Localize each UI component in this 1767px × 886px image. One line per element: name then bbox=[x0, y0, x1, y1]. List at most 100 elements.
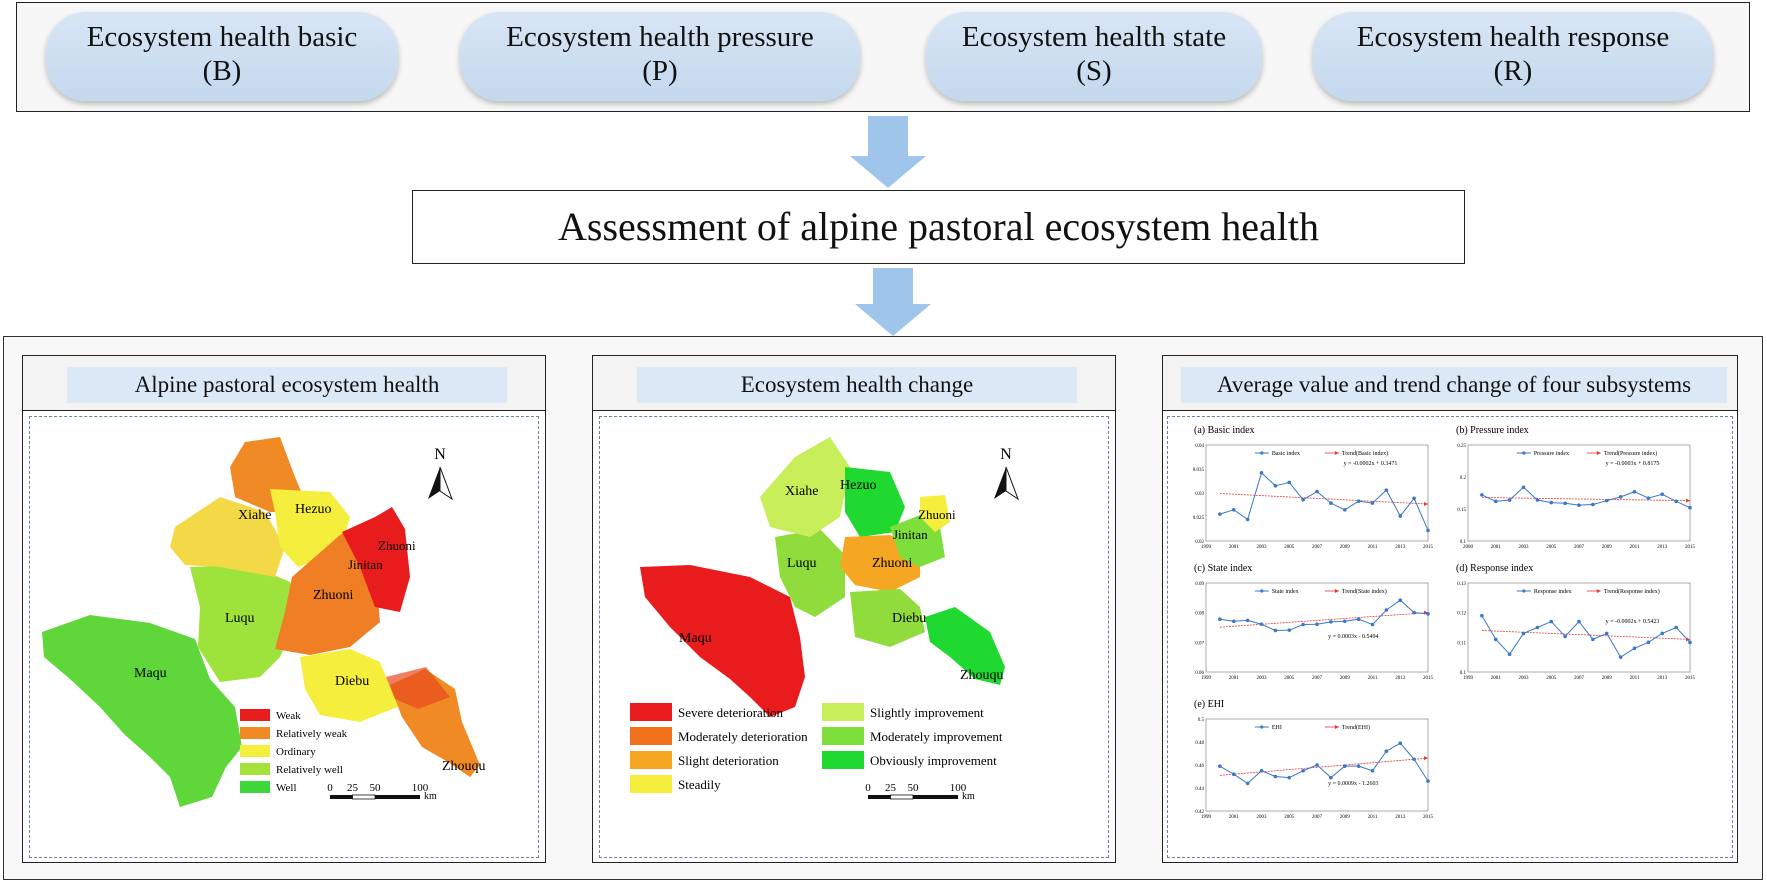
legend-marker bbox=[1334, 451, 1339, 455]
y-tick-label: 0.46 bbox=[1195, 764, 1204, 769]
data-point bbox=[1591, 637, 1595, 642]
data-point bbox=[1604, 498, 1609, 503]
scale-tick-label: 50 bbox=[908, 782, 920, 794]
plot-area bbox=[1205, 444, 1429, 542]
data-point bbox=[1412, 496, 1416, 501]
scale-tick-label: 0 bbox=[327, 782, 333, 794]
legend-swatch bbox=[240, 727, 270, 739]
y-tick-label: 0.12 bbox=[1457, 612, 1466, 617]
trend-arrow-icon bbox=[1686, 498, 1690, 503]
legend-label: Steadily bbox=[678, 777, 721, 792]
trend-chart: (d) Response index 0.1 0.11 0.12 0.13 1999 200… bbox=[1456, 563, 1696, 681]
legend-label: Slightly improvement bbox=[870, 705, 984, 720]
legend-label: Moderately deterioration bbox=[678, 729, 808, 744]
data-point bbox=[1273, 774, 1278, 779]
region-label-maqu: Maqu bbox=[134, 666, 167, 681]
y-tick-label: 0.44 bbox=[1195, 787, 1204, 792]
subsystem-state-code: (S) bbox=[1076, 55, 1112, 87]
x-tick-label: 2005 bbox=[1546, 676, 1557, 681]
change-map-title: Ecosystem health change bbox=[637, 367, 1077, 403]
x-tick-label: 2007 bbox=[1574, 676, 1585, 681]
data-point bbox=[1384, 488, 1389, 492]
trend-arrow-icon bbox=[1424, 502, 1428, 507]
data-point bbox=[1535, 625, 1540, 630]
x-tick-label: 2009 bbox=[1602, 545, 1613, 550]
health-map-body: Xiahe Hezuo Zhuoni Jinitan Zhuoni Luqu M… bbox=[29, 416, 539, 858]
legend-label: Trend(EHI) bbox=[1342, 724, 1370, 731]
data-point bbox=[1370, 768, 1375, 773]
data-point bbox=[1231, 772, 1236, 776]
data-point bbox=[1245, 781, 1250, 786]
y-tick-label: 0.06 bbox=[1195, 671, 1204, 676]
data-point bbox=[1315, 763, 1319, 767]
data-point bbox=[1577, 503, 1581, 507]
data-point bbox=[1398, 514, 1403, 518]
legend-label: Response index bbox=[1534, 589, 1572, 595]
legend-label: Trend(Basic index) bbox=[1342, 450, 1388, 457]
region-jinitan-area bbox=[342, 507, 410, 612]
data-point bbox=[1384, 749, 1389, 753]
data-point bbox=[1398, 741, 1403, 745]
region-zhouqu-area bbox=[925, 607, 1005, 685]
region-label-hezuo: Hezuo bbox=[840, 478, 877, 493]
x-tick-label: 2009 bbox=[1340, 676, 1351, 681]
region-label-zhuoni: Zhuoni bbox=[313, 588, 354, 603]
trend-equation: y = -0.0003x + 0.8175 bbox=[1606, 461, 1660, 467]
health-map-title: Alpine pastoral ecosystem health bbox=[67, 367, 507, 403]
x-tick-label: 2003 bbox=[1257, 815, 1268, 820]
region-label-luqu: Luqu bbox=[225, 611, 255, 626]
y-tick-label: 0.5 bbox=[1198, 718, 1205, 723]
change-legend: Severe deterioration Moderately deteriora… bbox=[630, 703, 1003, 793]
x-tick-label: 2011 bbox=[1630, 676, 1640, 681]
panel-header: Average value and trend change of four s… bbox=[1163, 356, 1737, 411]
x-tick-label: 2005 bbox=[1284, 815, 1295, 820]
region-maqu-area bbox=[42, 615, 242, 807]
chart-title: (d) Response index bbox=[1456, 563, 1533, 574]
region-luqu-area bbox=[190, 565, 298, 682]
x-tick-label: 2013 bbox=[1657, 545, 1668, 550]
change-map: Xiahe Hezuo Zhuoni Jinitan Zhuoni Luqu M… bbox=[630, 437, 1020, 802]
data-point bbox=[1259, 471, 1264, 475]
assessment-title: Assessment of alpine pastoral ecosystem … bbox=[412, 190, 1465, 264]
legend-label: Severe deterioration bbox=[678, 705, 784, 720]
region-zhouqu-band-area bbox=[386, 667, 450, 709]
data-point bbox=[1342, 508, 1347, 512]
plot-area bbox=[1467, 582, 1691, 673]
legend-label: State index bbox=[1272, 589, 1299, 595]
legend-swatch bbox=[240, 763, 270, 775]
data-point bbox=[1370, 622, 1375, 627]
region-diebu-area bbox=[300, 649, 402, 722]
trend-chart: (a) Basic index 0.02 0.025 0.03 0.035 0.04 199… bbox=[1193, 425, 1434, 550]
data-point bbox=[1245, 618, 1250, 623]
change-map-body: Xiahe Hezuo Zhuoni Jinitan Zhuoni Luqu M… bbox=[599, 416, 1109, 858]
region-label-zhuoni: Zhuoni bbox=[872, 556, 913, 571]
x-tick-label: 1999 bbox=[1201, 545, 1212, 550]
data-point bbox=[1329, 775, 1333, 780]
region-label-jinitan: Jinitan bbox=[348, 557, 383, 572]
region-luqu-area bbox=[775, 529, 845, 617]
series-line bbox=[1481, 615, 1691, 658]
data-point bbox=[1218, 764, 1222, 768]
subsystem-state: Ecosystem health state (S) bbox=[926, 12, 1262, 101]
y-tick-label: 0.025 bbox=[1193, 516, 1205, 521]
data-point bbox=[1245, 517, 1250, 522]
data-point bbox=[1604, 631, 1609, 636]
region-label-diebu: Diebu bbox=[335, 674, 369, 689]
data-point bbox=[1273, 628, 1278, 633]
data-point bbox=[1287, 480, 1292, 485]
scale-tick-label: 100 bbox=[412, 782, 429, 794]
legend-marker bbox=[1260, 725, 1264, 729]
plot-area bbox=[1467, 444, 1691, 542]
data-point bbox=[1287, 775, 1292, 780]
north-arrow-icon: N bbox=[994, 446, 1020, 501]
region-label-zhouqu: Zhouqu bbox=[442, 759, 486, 774]
region-label-xiahe: Xiahe bbox=[238, 508, 271, 523]
x-tick-label: 2007 bbox=[1312, 545, 1323, 550]
x-tick-label: 2003 bbox=[1257, 676, 1268, 681]
legend-swatch bbox=[822, 703, 864, 721]
chart-title: (b) Pressure index bbox=[1456, 425, 1529, 436]
legend-label: Trend(Pressure index) bbox=[1604, 450, 1657, 457]
data-point bbox=[1218, 617, 1222, 621]
trend-chart: (b) Pressure index 0.1 0.15 0.2 0.25 2000 2001… bbox=[1456, 425, 1696, 550]
x-tick-label: 2001 bbox=[1491, 676, 1502, 681]
